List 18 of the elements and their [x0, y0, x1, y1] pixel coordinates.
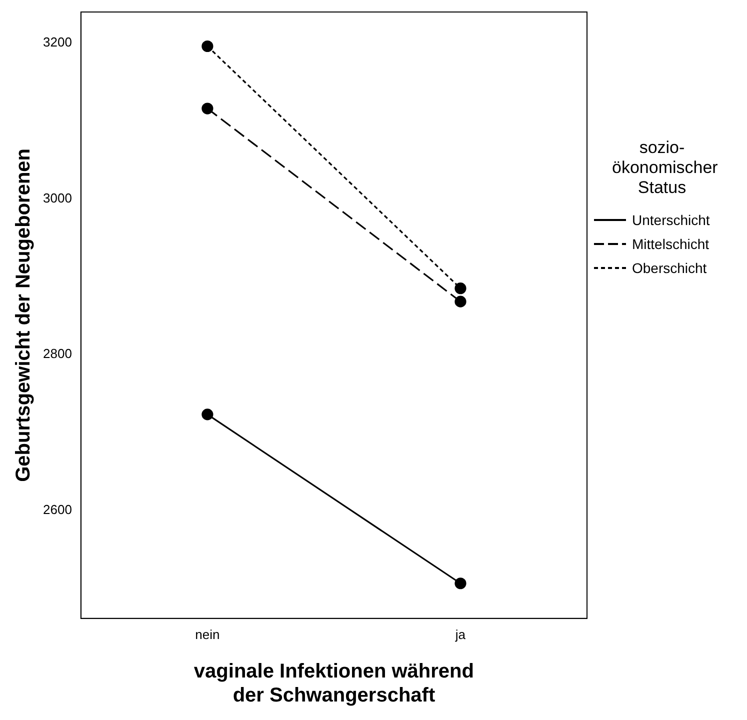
- point: [202, 40, 214, 52]
- x-axis-title: vaginale Infektionen während der Schwangerschaft: [194, 660, 474, 707]
- legend-title: sozio-ökonomischer Status: [612, 138, 718, 198]
- y-tick-label: 2600: [43, 502, 72, 517]
- y-axis-title: Geburtsgewicht der Neugeborenen: [12, 148, 35, 482]
- y-tick-label: 2800: [43, 346, 72, 362]
- point: [454, 296, 466, 308]
- point: [454, 282, 466, 294]
- legend-label: Unterschicht: [632, 212, 710, 228]
- point: [454, 578, 466, 590]
- y-tick-label: 3200: [43, 34, 72, 50]
- point: [202, 102, 214, 114]
- legend-label: Mittelschicht: [632, 236, 710, 252]
- y-tick-label: 3000: [43, 190, 72, 206]
- point: [202, 408, 214, 420]
- x-tick-label: nein: [195, 626, 220, 642]
- legend-label: Oberschicht: [632, 260, 707, 276]
- x-tick-label: ja: [454, 626, 466, 642]
